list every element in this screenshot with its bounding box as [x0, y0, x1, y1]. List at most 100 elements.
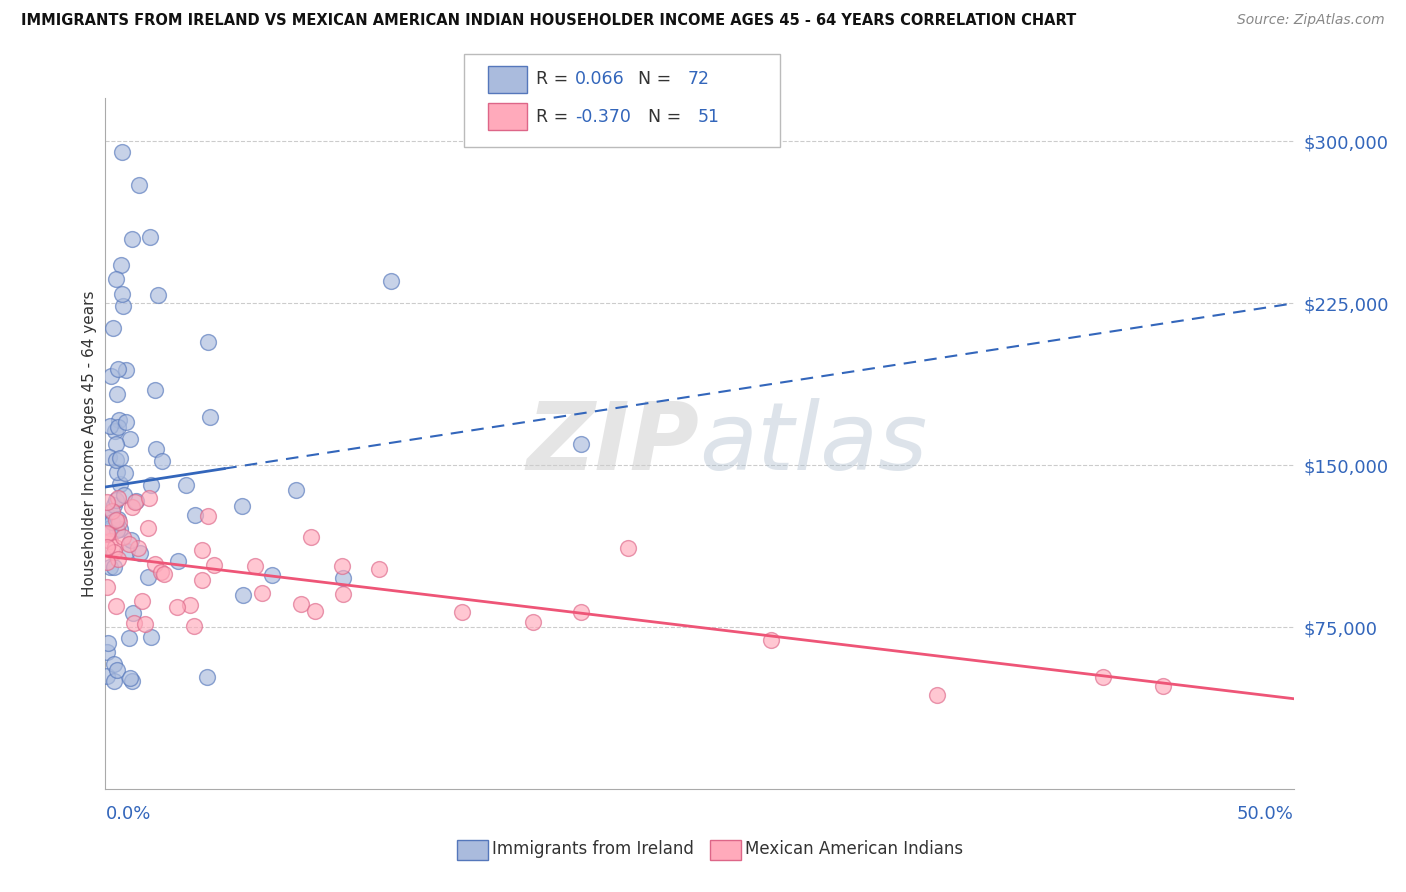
Y-axis label: Householder Income Ages 45 - 64 years: Householder Income Ages 45 - 64 years [82, 291, 97, 597]
Point [114, 466, 136, 480]
Point [98, 419, 121, 434]
Point [1152, 679, 1174, 693]
Point [110, 286, 132, 301]
Point [104, 492, 127, 507]
Point [103, 498, 125, 512]
Point [243, 558, 266, 573]
Point [103, 560, 125, 574]
Point [96, 527, 118, 541]
Point [98, 533, 121, 548]
Point [139, 630, 162, 644]
Point [380, 274, 402, 288]
Point [183, 618, 205, 632]
Text: Immigrants from Ireland: Immigrants from Ireland [492, 840, 695, 858]
Point [139, 230, 162, 244]
Point [136, 569, 159, 583]
Point [450, 605, 472, 619]
Point [167, 554, 190, 568]
Point [368, 562, 391, 576]
Point [299, 530, 322, 544]
Point [107, 420, 129, 434]
Point [231, 499, 253, 513]
Point [103, 545, 125, 559]
Point [152, 454, 174, 468]
Point [332, 571, 354, 585]
Point [190, 543, 212, 558]
Point [260, 567, 283, 582]
Point [759, 632, 782, 647]
Point [569, 605, 592, 619]
Text: 0.0%: 0.0% [105, 805, 150, 823]
Point [96, 540, 118, 554]
Point [118, 432, 141, 446]
Point [197, 335, 219, 350]
Point [121, 500, 143, 514]
Text: 0.066: 0.066 [575, 70, 624, 88]
Point [153, 567, 176, 582]
Point [101, 321, 124, 335]
Point [108, 522, 131, 536]
Point [121, 231, 143, 245]
Point [107, 551, 129, 566]
Point [195, 670, 218, 684]
Point [96, 555, 118, 569]
Point [114, 416, 136, 430]
Point [96, 580, 118, 594]
Point [100, 369, 122, 384]
Point [122, 606, 145, 620]
Point [104, 437, 127, 451]
Point [107, 413, 129, 427]
Point [107, 362, 129, 376]
Point [108, 477, 131, 491]
Point [145, 442, 167, 457]
Point [115, 544, 138, 558]
Point [105, 452, 128, 467]
Point [103, 674, 125, 689]
Point [96, 669, 118, 683]
Point [111, 299, 134, 313]
Text: Source: ZipAtlas.com: Source: ZipAtlas.com [1237, 13, 1385, 28]
Point [101, 503, 124, 517]
Point [127, 541, 149, 555]
Point [105, 663, 128, 677]
Point [166, 600, 188, 615]
Point [108, 450, 131, 465]
Point [107, 515, 129, 529]
Point [190, 573, 212, 587]
Point [143, 383, 166, 397]
Point [332, 587, 354, 601]
Text: atlas: atlas [700, 398, 928, 490]
Point [129, 546, 152, 560]
Point [179, 598, 201, 612]
Text: 72: 72 [688, 70, 710, 88]
Point [115, 363, 138, 377]
Text: 51: 51 [697, 108, 720, 126]
Text: ZIP: ZIP [527, 398, 700, 490]
Point [96, 525, 118, 540]
Point [139, 478, 162, 492]
Point [118, 536, 141, 550]
Text: R =: R = [536, 108, 574, 126]
Point [105, 513, 128, 527]
Point [522, 615, 544, 630]
Point [120, 533, 142, 547]
Point [198, 409, 221, 424]
Point [925, 688, 948, 702]
Point [124, 495, 146, 509]
Point [202, 558, 225, 573]
Point [184, 508, 207, 522]
Point [103, 424, 125, 438]
Point [118, 632, 141, 646]
Point [136, 521, 159, 535]
Point [232, 588, 254, 602]
Point [105, 465, 128, 479]
Point [107, 511, 129, 525]
Point [100, 515, 122, 529]
Point [107, 491, 129, 505]
Point [96, 508, 118, 522]
Point [131, 594, 153, 608]
Point [118, 671, 141, 685]
Point [330, 558, 353, 573]
Text: R =: R = [536, 70, 574, 88]
Point [149, 566, 172, 580]
